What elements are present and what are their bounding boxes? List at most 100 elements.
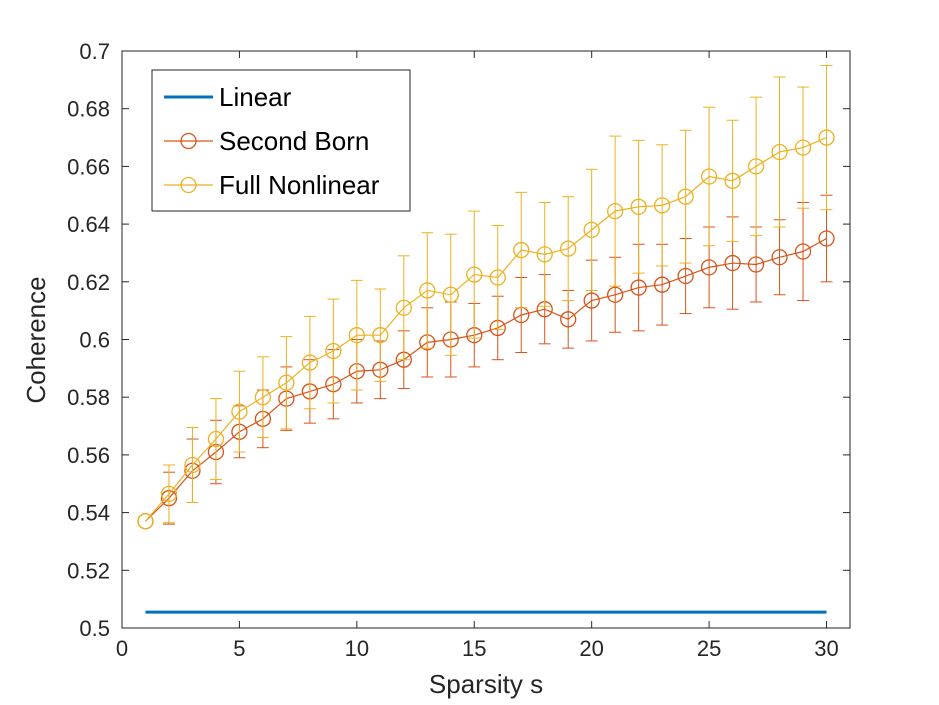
x-tick-label: 10 (345, 636, 369, 661)
data-point (630, 198, 647, 215)
error-bar (609, 135, 622, 287)
legend-entry-full-nonlinear: Full Nonlinear (164, 170, 380, 200)
error-bar (303, 315, 316, 410)
data-point (724, 254, 741, 272)
x-tick-label: 15 (462, 636, 486, 661)
data-point (818, 230, 835, 247)
error-bar (820, 64, 833, 211)
series-layer (137, 64, 835, 614)
data-point (583, 221, 600, 239)
data-point (489, 269, 506, 286)
error-bar (585, 168, 598, 291)
y-tick-label: 0.66 (67, 154, 110, 179)
error-bar (538, 201, 551, 307)
error-bar (773, 76, 786, 228)
data-point (536, 246, 553, 263)
y-axis: 0.5 0.52 0.54 0.56 0.58 0.6 0.62 0.64 0.66 0.68 0.… (67, 39, 850, 641)
error-bar (209, 398, 222, 480)
data-point (231, 403, 248, 420)
error-bar (256, 356, 269, 439)
x-tick-label: 0 (116, 636, 128, 661)
data-point (419, 282, 436, 299)
data-point (278, 374, 295, 391)
y-tick-label: 0.5 (79, 616, 110, 641)
series-line-second-born (145, 237, 827, 522)
data-point (160, 485, 178, 502)
data-point (607, 202, 624, 220)
series-full-nonlinear (137, 64, 835, 530)
y-tick-label: 0.64 (67, 212, 110, 237)
data-point (700, 168, 718, 185)
error-bar (515, 191, 528, 309)
legend-label: Full Nonlinear (219, 170, 380, 200)
legend-entry-second-born: Second Born (164, 126, 369, 156)
y-tick-label: 0.52 (67, 558, 110, 583)
error-bar (703, 106, 716, 247)
y-tick-label: 0.68 (67, 97, 110, 122)
data-point (560, 240, 577, 257)
legend-entry-linear: Linear (164, 82, 292, 112)
data-point (653, 276, 671, 293)
error-bar (562, 196, 575, 302)
y-tick-label: 0.56 (67, 443, 110, 468)
y-axis-label: Coherence (21, 276, 51, 403)
error-bar (421, 232, 434, 349)
data-point (771, 143, 788, 161)
error-bar (797, 86, 810, 209)
y-tick-label: 0.7 (79, 39, 110, 64)
error-bar (750, 96, 763, 237)
x-axis-label: Sparsity s (429, 669, 543, 699)
data-point (207, 430, 225, 448)
data-point (513, 241, 530, 259)
error-bar (491, 225, 504, 330)
data-point (794, 139, 812, 156)
data-point (325, 342, 342, 360)
data-point (254, 389, 272, 406)
error-bar (162, 464, 175, 524)
data-point (466, 266, 483, 283)
error-bar (656, 144, 669, 267)
data-point (771, 249, 788, 266)
error-bar (444, 233, 457, 356)
error-bar (397, 255, 410, 361)
error-bar (468, 210, 481, 339)
series-line-full-nonlinear (145, 136, 827, 522)
data-point (395, 299, 412, 316)
x-tick-label: 5 (233, 636, 245, 661)
x-tick-label: 20 (579, 636, 603, 661)
x-tick-label: 30 (814, 636, 838, 661)
legend-label: Second Born (219, 126, 369, 156)
x-tick-label: 25 (697, 636, 721, 661)
data-point (700, 259, 718, 276)
data-point (607, 286, 624, 303)
error-bar (350, 279, 363, 391)
error-bar (679, 129, 692, 264)
data-point (653, 197, 671, 214)
legend: Linear Second Born Full Nonlinear (151, 69, 411, 212)
y-tick-label: 0.6 (79, 328, 110, 353)
y-tick-label: 0.54 (67, 501, 110, 526)
error-bar (374, 288, 387, 382)
data-point (184, 456, 201, 474)
error-bar (233, 370, 246, 453)
legend-swatch-marker (180, 176, 197, 194)
error-bar (726, 119, 739, 242)
data-point (630, 279, 647, 296)
data-point (677, 188, 694, 205)
legend-swatch-marker (180, 132, 197, 150)
x-axis: 0 5 10 15 20 25 30 (116, 51, 839, 661)
error-bar (186, 426, 199, 504)
data-point (747, 158, 765, 175)
data-point (348, 327, 365, 344)
y-tick-label: 0.58 (67, 385, 110, 410)
data-point (724, 172, 741, 189)
error-bar (632, 139, 645, 274)
data-point (583, 292, 600, 309)
data-point (677, 267, 694, 285)
data-point (560, 311, 577, 328)
data-point (747, 256, 765, 273)
data-point (372, 327, 389, 344)
data-point (818, 129, 835, 146)
data-point (794, 243, 812, 260)
